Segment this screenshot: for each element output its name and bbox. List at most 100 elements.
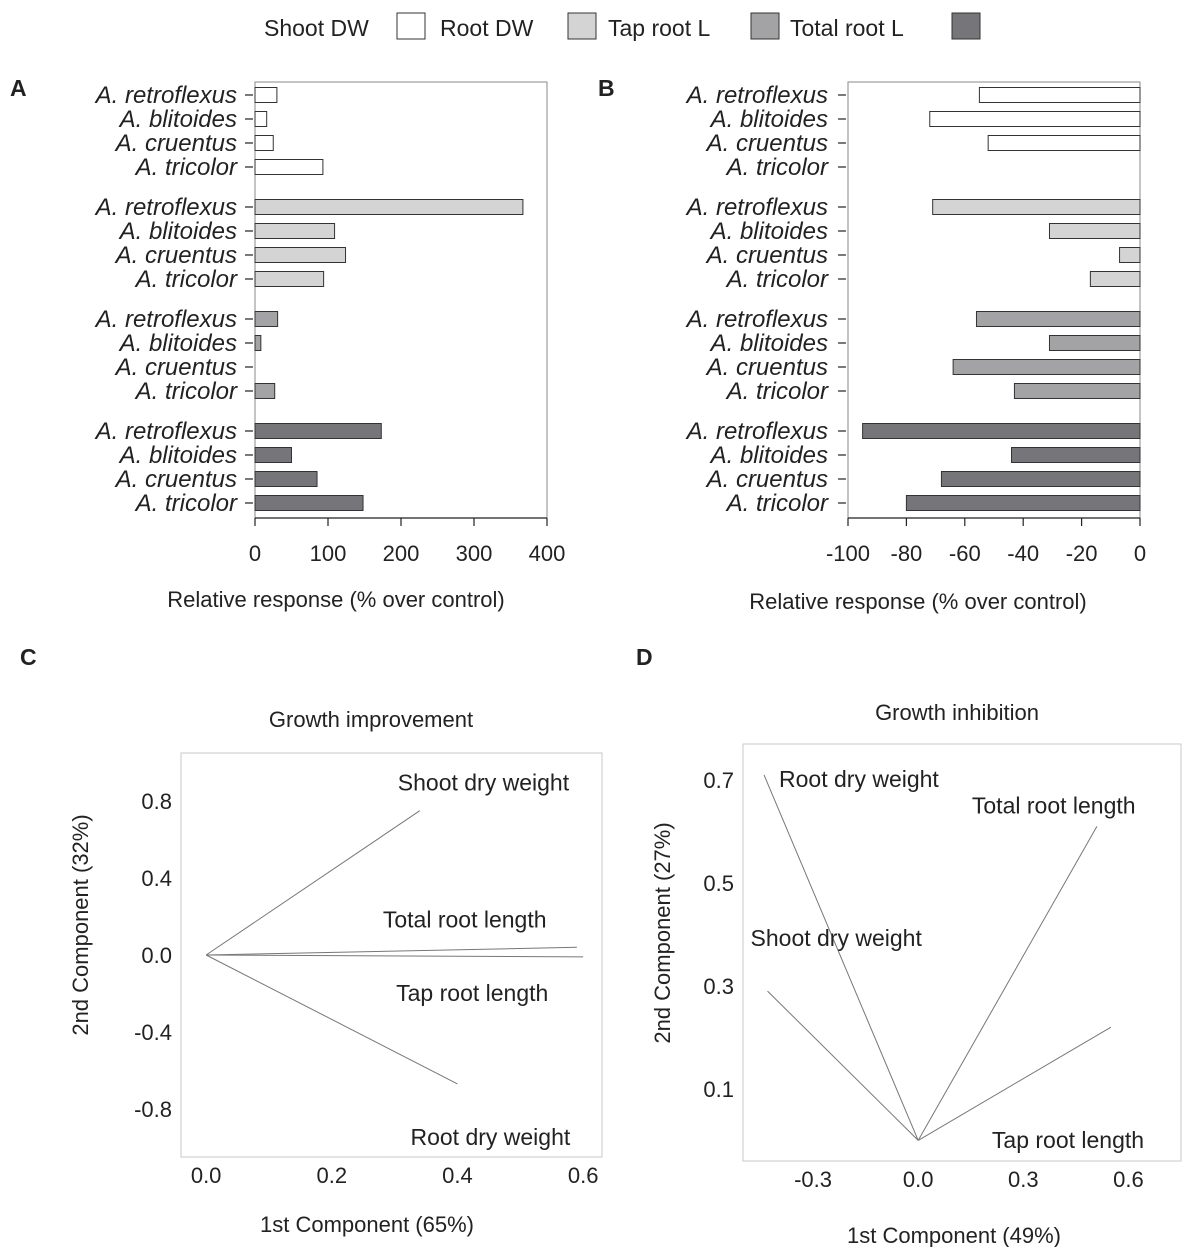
category-label-shoot-dw-a-blitoides: A. blitoides (118, 106, 237, 133)
x-tick-label: -40 (1007, 541, 1039, 566)
category-label-root-dw-a-tricolor: A. tricolor (725, 266, 829, 293)
category-label-root-dw-a-cruentus: A. cruentus (705, 242, 828, 269)
panel-d-x-axis: -0.3 0.0 0.3 0.6 (794, 1167, 1144, 1192)
x-tick-label: -20 (1066, 541, 1098, 566)
panel-d-loading-vectors: Root dry weight Total root length Shoot dr… (751, 766, 1145, 1153)
loading-label-root-dry-weight: Root dry weight (779, 766, 939, 792)
bar-shoot-dw-a-retroflexus (254, 87, 278, 103)
bar-tap-root-l-a-tricolor (1013, 383, 1141, 399)
x-tick-label: 0.6 (1113, 1167, 1144, 1192)
category-label-shoot-dw-a-tricolor: A. tricolor (134, 154, 238, 181)
bar-total-root-l-a-cruentus (940, 471, 1141, 487)
bar-root-dw-a-blitoides (1048, 223, 1141, 239)
y-tick-label: -0.4 (134, 1020, 172, 1045)
category-label-total-root-l-a-tricolor: A. tricolor (134, 490, 238, 517)
bar-tap-root-l-a-cruentus (952, 359, 1141, 375)
bar-shoot-dw-a-cruentus (987, 135, 1141, 151)
category-label-total-root-l-a-blitoides: A. blitoides (709, 442, 828, 469)
bar-shoot-dw-a-tricolor (254, 159, 324, 175)
panel-d-title: Growth inhibition (875, 700, 1039, 725)
x-tick-label: 0 (1134, 541, 1146, 566)
bar-tap-root-l-a-tricolor (254, 383, 276, 399)
bar-total-root-l-a-cruentus (254, 471, 318, 487)
panel-c-frame (180, 752, 603, 1158)
x-tick-label: 0.2 (317, 1163, 348, 1188)
loading-vector-total-root-length (917, 826, 1098, 1141)
category-label-tap-root-l-a-cruentus: A. cruentus (114, 354, 237, 381)
x-tick-label: 0.3 (1008, 1167, 1039, 1192)
category-label-tap-root-l-a-tricolor: A. tricolor (725, 378, 829, 405)
category-label-tap-root-l-a-retroflexus: A. retroflexus (94, 306, 237, 333)
x-tick-label: 0.4 (442, 1163, 473, 1188)
category-label-root-dw-a-cruentus: A. cruentus (114, 242, 237, 269)
bar-tap-root-l-a-blitoides (1048, 335, 1141, 351)
loading-vector-shoot-dry-weight (767, 990, 919, 1141)
category-label-tap-root-l-a-blitoides: A. blitoides (709, 330, 828, 357)
x-tick-label: -100 (826, 541, 870, 566)
category-label-root-dw-a-retroflexus: A. retroflexus (685, 194, 828, 221)
loading-vector-root-dry-weight (763, 774, 919, 1141)
y-tick-label: 0.1 (703, 1077, 734, 1102)
loading-label-shoot-dry-weight: Shoot dry weight (751, 925, 923, 951)
bar-tap-root-l-a-retroflexus (254, 311, 279, 327)
loading-label-tap-root-length: Tap root length (396, 980, 548, 1006)
category-label-shoot-dw-a-tricolor: A. tricolor (725, 154, 829, 181)
panel-d-x-axis-title: 1st Component (49%) (847, 1223, 1061, 1247)
category-label-root-dw-a-retroflexus: A. retroflexus (94, 194, 237, 221)
bar-total-root-l-a-blitoides (1011, 447, 1141, 463)
bar-total-root-l-a-blitoides (254, 447, 292, 463)
bar-total-root-l-a-tricolor (254, 495, 364, 511)
x-tick-label: -0.3 (794, 1167, 832, 1192)
category-label-root-dw-a-blitoides: A. blitoides (709, 218, 828, 245)
category-label-root-dw-a-blitoides: A. blitoides (118, 218, 237, 245)
bar-shoot-dw-a-blitoides (254, 111, 268, 127)
bar-shoot-dw-a-blitoides (929, 111, 1141, 127)
y-tick-label: 0.0 (141, 943, 172, 968)
panel-c-y-axis-title: 2nd Component (32%) (68, 814, 93, 1035)
legend-swatch-root-dw (567, 12, 597, 40)
bar-root-dw-a-tricolor (254, 271, 325, 287)
loading-label-root-dry-weight: Root dry weight (410, 1124, 570, 1150)
x-tick-label: 0.0 (903, 1167, 934, 1192)
panel-a-frame (254, 81, 548, 519)
panel-d-frame (742, 743, 1182, 1162)
panel-c-y-axis: 0.8 0.4 0.0 -0.4 -0.8 (134, 789, 172, 1122)
category-label-total-root-l-a-cruentus: A. cruentus (114, 466, 237, 493)
panel-a-x-axis: 0 100 200 300 400 (249, 517, 566, 566)
x-tick-label: 100 (310, 541, 347, 566)
x-tick-label: -60 (949, 541, 981, 566)
category-label-tap-root-l-a-tricolor: A. tricolor (134, 378, 238, 405)
legend-swatch-tap-root-l (750, 12, 780, 40)
category-label-total-root-l-a-retroflexus: A. retroflexus (94, 418, 237, 445)
bar-root-dw-a-cruentus (254, 247, 347, 263)
x-tick-label: 200 (383, 541, 420, 566)
y-tick-label: 0.7 (703, 768, 734, 793)
y-tick-label: 0.4 (141, 866, 172, 891)
panel-letter-c: C (20, 644, 37, 670)
panel-c-x-axis-title: 1st Component (65%) (260, 1212, 474, 1237)
y-tick-label: -0.8 (134, 1097, 172, 1122)
loading-vector-shoot-dry-weight (205, 810, 421, 956)
bar-root-dw-a-tricolor (1089, 271, 1141, 287)
panel-d-y-axis-title: 2nd Component (27%) (650, 822, 675, 1043)
loading-label-total-root-length: Total root length (972, 792, 1136, 818)
bar-tap-root-l-a-blitoides (254, 335, 262, 351)
panel-d-pca-plot: Growth inhibition 0.7 0.5 0.3 0.1 -0.3 0.0 0.… (650, 700, 1182, 1247)
panel-a-x-axis-title: Relative response (% over control) (167, 587, 504, 612)
panel-letter-b: B (598, 75, 615, 101)
category-label-root-dw-a-tricolor: A. tricolor (134, 266, 238, 293)
x-tick-label: 400 (529, 541, 566, 566)
category-label-total-root-l-a-cruentus: A. cruentus (705, 466, 828, 493)
y-tick-label: 0.3 (703, 974, 734, 999)
legend-label-total-root-l: Total root L (790, 15, 904, 41)
legend: Shoot DW Root DW Tap root L Total root L (264, 12, 981, 41)
legend-swatch-shoot-dw (396, 12, 426, 40)
bar-total-root-l-a-tricolor (905, 495, 1141, 511)
category-label-tap-root-l-a-retroflexus: A. retroflexus (685, 306, 828, 333)
bar-total-root-l-a-retroflexus (254, 423, 382, 439)
category-label-tap-root-l-a-blitoides: A. blitoides (118, 330, 237, 357)
